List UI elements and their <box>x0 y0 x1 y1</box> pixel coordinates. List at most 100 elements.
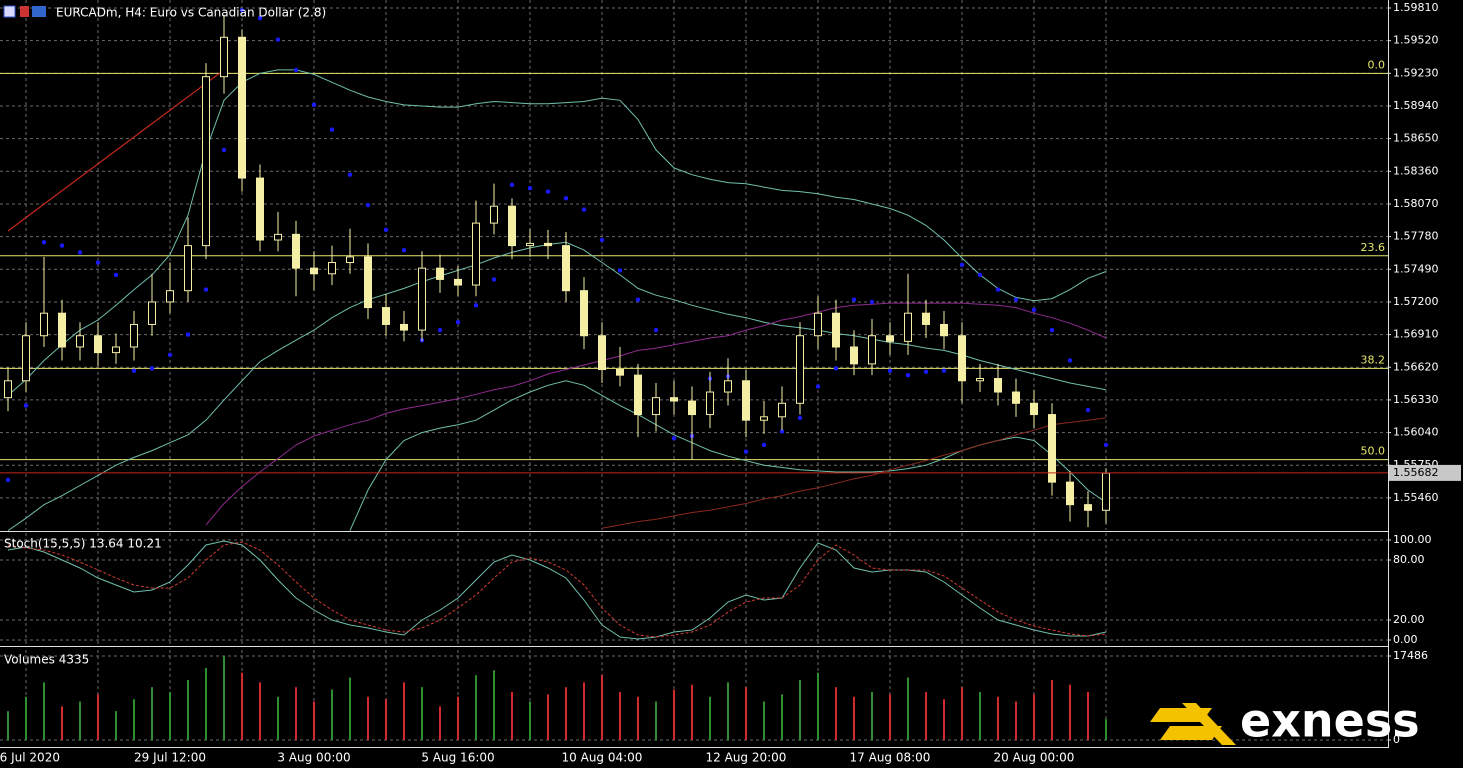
sar-dot <box>743 449 749 454</box>
volume-bar <box>817 672 819 740</box>
sar-dot <box>959 262 965 267</box>
volume-bar <box>493 670 495 740</box>
candle-body <box>418 267 426 331</box>
candle-body <box>292 233 300 269</box>
volume-bar <box>781 694 783 740</box>
candle-body <box>274 233 282 241</box>
volume-bar <box>403 682 405 740</box>
watermark-logo: exness <box>1150 694 1420 748</box>
volume-bar <box>133 699 135 740</box>
watermark: exness <box>1240 694 1420 748</box>
candle-body <box>1066 481 1074 506</box>
volume-bar <box>1051 679 1053 740</box>
stoch-panel <box>0 533 1388 645</box>
volume-bar <box>223 656 225 740</box>
volume-bar <box>925 691 927 740</box>
volume-bar <box>259 682 261 740</box>
sar-dot <box>1049 327 1055 333</box>
candle-body <box>814 312 822 337</box>
candle-body <box>940 323 948 337</box>
volume-bar <box>457 696 459 740</box>
volume-bar <box>205 667 207 740</box>
volume-bar <box>367 696 369 740</box>
x-tick-label: 10 Aug 04:00 <box>562 751 643 765</box>
sar-dot <box>599 237 605 243</box>
candle-body <box>328 262 336 275</box>
sar-dot <box>851 297 857 302</box>
y-tick-label: 1.57780 <box>1393 230 1439 243</box>
y-tick-label: 1.59230 <box>1393 66 1439 79</box>
volume-bar <box>97 694 99 740</box>
x-tick-label: 26 Jul 2020 <box>0 751 60 765</box>
price-panel: 0.0 23.6 38.2 50.0 <box>0 0 1388 531</box>
volume-bar <box>853 696 855 740</box>
candle-body <box>148 301 156 325</box>
icon <box>32 6 46 17</box>
x-tick-label: 3 Aug 00:00 <box>277 751 350 765</box>
volume-bar <box>169 691 171 740</box>
indicator-line <box>601 417 1107 529</box>
volume-panel <box>0 650 1388 741</box>
fib-label: 0.0 <box>1368 58 1386 71</box>
sar-dot <box>977 272 983 278</box>
y-tick-label: 1.58360 <box>1393 164 1439 177</box>
y-tick-label: 1.58070 <box>1393 197 1439 210</box>
volume-bar <box>349 677 351 740</box>
indicator-line <box>7 241 1107 531</box>
volume-bar <box>1105 719 1107 740</box>
volume-bar <box>1015 701 1017 740</box>
candle-body <box>850 346 858 365</box>
sar-dot <box>635 297 641 302</box>
sar-dot <box>923 369 929 374</box>
sar-dot <box>95 260 101 265</box>
volume-bar <box>601 675 603 740</box>
volume-bar <box>583 682 585 740</box>
candle-body <box>958 335 966 382</box>
candle-body <box>256 177 264 241</box>
candle-body <box>526 242 534 247</box>
y-tick-label: 1.58940 <box>1393 99 1439 112</box>
volume-bar <box>439 706 441 740</box>
volume-bar <box>871 691 873 740</box>
volume-bar <box>313 701 315 740</box>
volume-bar <box>151 687 153 740</box>
candle-body <box>796 335 804 404</box>
y-tick-label: 0.00 <box>1393 633 1418 646</box>
current-price-box <box>1389 464 1461 481</box>
sar-dot <box>185 332 191 337</box>
candle-body <box>364 256 372 309</box>
volume-bar <box>961 687 963 740</box>
sar-dot <box>491 277 497 282</box>
candle-body <box>994 378 1002 393</box>
candle-body <box>562 245 570 292</box>
y-tick-label: 1.59520 <box>1393 34 1439 47</box>
indicator-line <box>205 302 1107 526</box>
sar-dot <box>383 227 389 233</box>
sar-dot <box>77 250 83 255</box>
y-tick-label: 17486 <box>1393 649 1428 662</box>
volume-bar <box>1069 684 1071 740</box>
volume-bar <box>43 682 45 740</box>
candle-body <box>868 335 876 365</box>
sar-dot <box>905 372 911 378</box>
candle-body <box>94 335 102 354</box>
candle-body <box>904 312 912 342</box>
candle-body <box>616 369 624 376</box>
volume-bar <box>547 694 549 740</box>
volume-bar <box>727 682 729 740</box>
sar-dot <box>455 320 461 325</box>
candle-body <box>688 400 696 416</box>
candle-body <box>1012 391 1020 404</box>
volume-bar <box>1033 694 1035 740</box>
candle-body <box>760 416 768 421</box>
volume-bar <box>565 687 567 740</box>
candle-body <box>22 335 30 382</box>
volume-bar <box>331 689 333 740</box>
volume-bar <box>799 679 801 740</box>
sar-dot <box>869 299 875 305</box>
sar-dot <box>761 442 767 448</box>
sar-dot <box>23 403 29 408</box>
sar-dot <box>995 287 1001 292</box>
volume-bar <box>835 687 837 740</box>
